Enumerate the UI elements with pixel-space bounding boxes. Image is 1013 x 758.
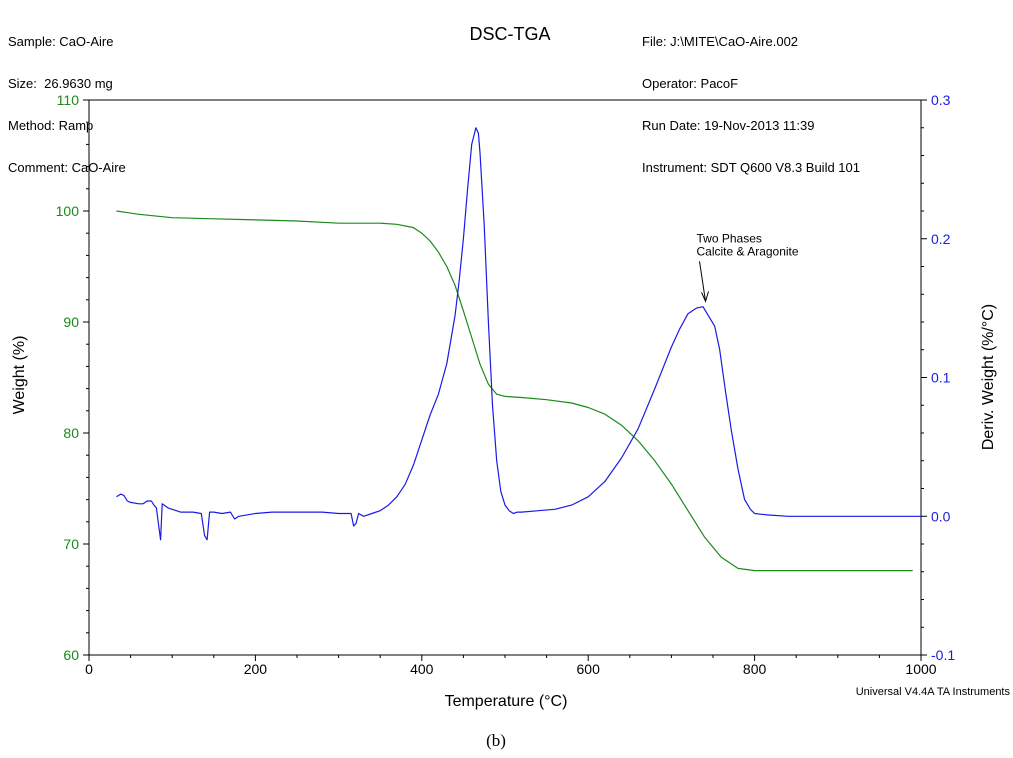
chart-title: DSC-TGA bbox=[469, 24, 551, 44]
annotation-arrowhead bbox=[701, 291, 709, 303]
axes: 0 200 400 600 800 1000 60 70 80 90 100 110 -0.1 0.0 0.… bbox=[56, 92, 956, 677]
series-lines bbox=[116, 127, 921, 572]
sample-info-line: Comment: CaO-Aire bbox=[8, 160, 126, 175]
y-axis-label-right: Deriv. Weight (%/°C) bbox=[980, 304, 997, 450]
y-left-tick-label: 110 bbox=[57, 92, 80, 108]
software-credit: Universal V4.4A TA Instruments bbox=[855, 686, 1010, 698]
y-right-tick-label: 0.0 bbox=[931, 508, 951, 524]
y-left-tick-label: 60 bbox=[63, 647, 79, 663]
annotation-arrow bbox=[699, 261, 707, 302]
x-tick-label: 400 bbox=[410, 661, 434, 677]
run-info-line: File: J:\MITE\CaO-Aire.002 bbox=[642, 34, 799, 49]
x-tick-label: 800 bbox=[743, 661, 767, 677]
run-info-line: Operator: PacoF bbox=[642, 76, 739, 91]
y-left-tick-label: 100 bbox=[56, 203, 80, 219]
annotation-text: Two Phases bbox=[697, 231, 762, 245]
x-axis-label: Temperature (°C) bbox=[445, 693, 568, 710]
y-right-tick-label: 0.2 bbox=[931, 231, 951, 247]
y-left-tick-label: 80 bbox=[63, 425, 79, 441]
figure-caption: (b) bbox=[486, 731, 506, 750]
annotation-text: Calcite & Aragonite bbox=[697, 244, 799, 258]
y-right-tick-label: -0.1 bbox=[931, 647, 955, 663]
run-info-line: Run Date: 19-Nov-2013 11:39 bbox=[642, 118, 815, 133]
run-info-line: Instrument: SDT Q600 V8.3 Build 101 bbox=[642, 160, 860, 175]
y-right-tick-label: 0.1 bbox=[931, 370, 951, 386]
sample-info: Sample: CaO-Aire Size: 26.9630 mg Method… bbox=[8, 7, 126, 189]
plot-frame bbox=[88, 99, 922, 656]
run-info: File: J:\MITE\CaO-Aire.002 Operator: Pac… bbox=[642, 7, 860, 189]
weight-line bbox=[116, 210, 913, 572]
y-right-tick-label: 0.3 bbox=[931, 92, 951, 108]
sample-info-line: Size: 26.9630 mg bbox=[8, 76, 113, 91]
sample-info-line: Method: Ramp bbox=[8, 118, 94, 133]
sample-info-line: Sample: CaO-Aire bbox=[8, 34, 114, 49]
y-left-tick-label: 70 bbox=[63, 536, 79, 552]
y-axis-label-left: Weight (%) bbox=[11, 336, 28, 415]
deriv-weight-line bbox=[116, 127, 921, 541]
x-tick-label: 1000 bbox=[905, 661, 936, 677]
x-tick-label: 0 bbox=[85, 661, 93, 677]
y-left-tick-label: 90 bbox=[63, 314, 79, 330]
x-tick-label: 600 bbox=[577, 661, 601, 677]
x-tick-label: 200 bbox=[244, 661, 268, 677]
